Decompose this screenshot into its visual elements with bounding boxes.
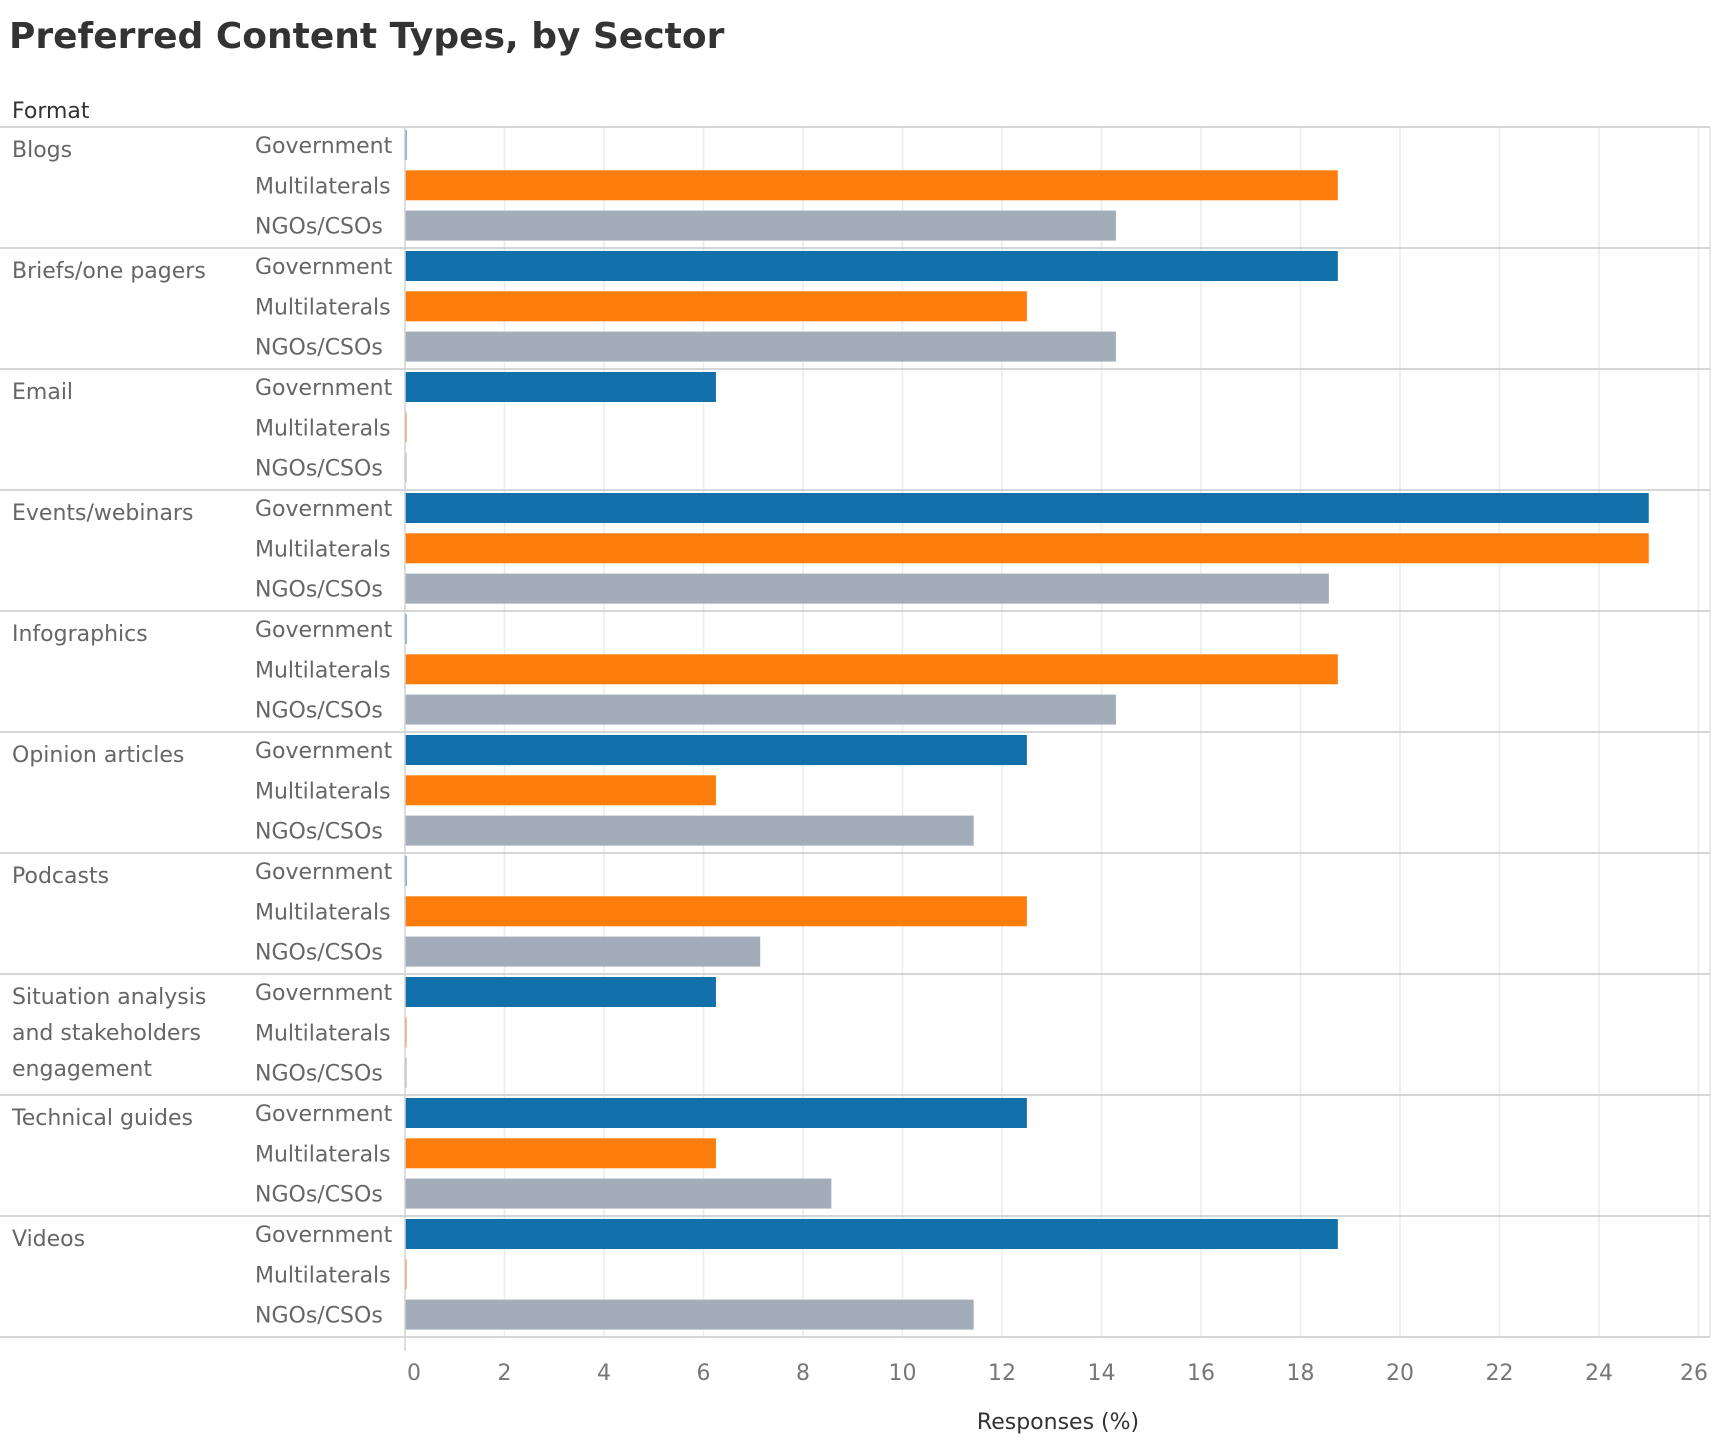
bar (405, 1098, 1027, 1128)
sector-label: Multilaterals (255, 900, 391, 925)
sector-label: Government (255, 255, 393, 280)
x-tick-label: 22 (1486, 1361, 1514, 1386)
gridlines (0, 126, 1711, 1338)
category-label: Briefs/one pagers (12, 259, 206, 284)
x-tick-label: 10 (889, 1361, 917, 1386)
bar (405, 251, 1338, 281)
bar (405, 694, 1116, 725)
bar (405, 936, 761, 967)
sector-label: Government (255, 1102, 393, 1127)
sector-label: NGOs/CSOs (255, 1304, 383, 1329)
category-label: Email (12, 380, 73, 405)
bar (405, 654, 1338, 685)
bar (405, 1299, 974, 1330)
sector-label: NGOs/CSOs (255, 336, 383, 361)
x-tick-label: 0 (407, 1361, 421, 1386)
sector-label: Multilaterals (255, 295, 391, 320)
sector-label: Government (255, 497, 393, 522)
bar (405, 372, 716, 402)
bar (405, 896, 1027, 927)
sector-label: Multilaterals (255, 1142, 391, 1167)
bar (405, 775, 716, 806)
sector-label: Multilaterals (255, 1263, 391, 1288)
category-label: Podcasts (12, 864, 109, 889)
bar (405, 493, 1649, 523)
sector-label: NGOs/CSOs (255, 1183, 383, 1208)
sector-label: NGOs/CSOs (255, 699, 383, 724)
sector-label: Multilaterals (255, 779, 391, 804)
x-tick-label: 12 (988, 1361, 1016, 1386)
sector-label: Multilaterals (255, 1021, 391, 1046)
sector-label: Government (255, 981, 393, 1006)
x-tick-label: 26 (1680, 1361, 1708, 1386)
chart-title: Preferred Content Types, by Sector (9, 16, 725, 57)
sector-label: Multilaterals (255, 416, 391, 441)
sector-label: Government (255, 739, 393, 764)
bar (405, 170, 1338, 201)
category-label: Situation analysis and stakeholders engage… (12, 985, 206, 1082)
bar (405, 815, 974, 846)
x-tick-label: 16 (1187, 1361, 1215, 1386)
x-tick-label: 20 (1386, 1361, 1414, 1386)
x-tick-label: 18 (1287, 1361, 1315, 1386)
bar (405, 291, 1027, 322)
sector-label: Multilaterals (255, 658, 391, 683)
sector-label: Government (255, 134, 393, 159)
category-label: Technical guides (11, 1106, 193, 1131)
row-labels: Format Blogs Government Multilaterals NGOs/C… (11, 99, 393, 1329)
bar (405, 331, 1116, 362)
sector-label: Government (255, 860, 393, 885)
bar (405, 210, 1116, 241)
bars (405, 130, 1649, 1330)
category-label: Blogs (12, 138, 72, 163)
category-label: Events/webinars (12, 501, 193, 526)
bar (405, 1219, 1338, 1249)
sector-label: NGOs/CSOs (255, 215, 383, 240)
bar (405, 533, 1649, 564)
bar (405, 573, 1329, 604)
category-label: Videos (12, 1227, 85, 1252)
sector-label: Government (255, 618, 393, 643)
sector-label: NGOs/CSOs (255, 941, 383, 966)
sector-label: Government (255, 1223, 393, 1248)
x-tick-label: 6 (697, 1361, 711, 1386)
sector-label: Government (255, 376, 393, 401)
category-label: Opinion articles (12, 743, 184, 768)
category-label: Infographics (12, 622, 148, 647)
sector-label: NGOs/CSOs (255, 578, 383, 603)
sector-label: Multilaterals (255, 174, 391, 199)
x-tick-label: 14 (1088, 1361, 1116, 1386)
x-tick-label: 24 (1585, 1361, 1613, 1386)
x-tick-label: 4 (597, 1361, 611, 1386)
sector-label: NGOs/CSOs (255, 820, 383, 845)
sector-label: NGOs/CSOs (255, 1062, 383, 1087)
x-axis-title: Responses (%) (977, 1410, 1139, 1435)
sector-label: NGOs/CSOs (255, 457, 383, 482)
x-tick-label: 8 (796, 1361, 810, 1386)
row-header-label: Format (12, 99, 90, 124)
bar (405, 977, 716, 1007)
bar (405, 1178, 832, 1209)
bar (405, 1138, 716, 1169)
x-tick-label: 2 (498, 1361, 512, 1386)
bar (405, 735, 1027, 765)
sector-label: Multilaterals (255, 537, 391, 562)
